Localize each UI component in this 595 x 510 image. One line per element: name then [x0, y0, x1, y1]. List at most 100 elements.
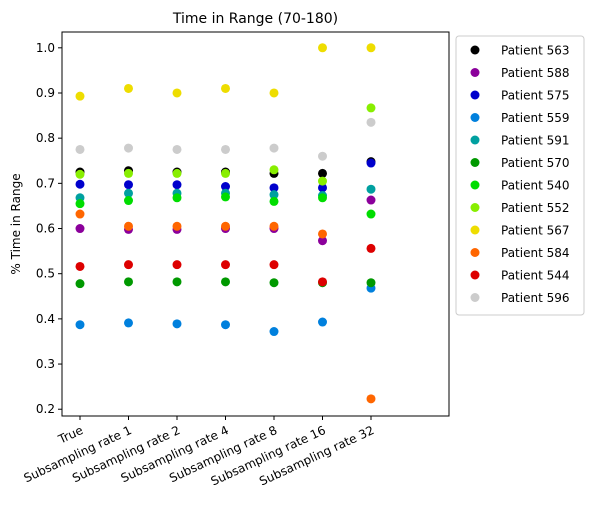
data-point: [124, 169, 133, 178]
data-point: [318, 169, 327, 178]
data-point: [76, 170, 85, 179]
data-point: [367, 210, 376, 219]
data-point: [124, 144, 133, 153]
legend-entry: Patient 588: [501, 66, 570, 80]
data-point: [173, 260, 182, 269]
y-tick-label: 0.4: [36, 312, 55, 326]
data-point: [318, 43, 327, 52]
legend-entry: Patient 544: [501, 269, 570, 283]
legend-entry: Patient 591: [501, 134, 570, 148]
y-tick-label: 0.9: [36, 86, 55, 100]
legend: Patient 563 Patient 588 Patient 575 Patient…: [456, 36, 584, 315]
legend-entry: Patient 570: [501, 156, 570, 170]
data-point: [76, 210, 85, 219]
legend-marker: [471, 68, 480, 77]
data-point: [270, 327, 279, 336]
data-point: [173, 277, 182, 286]
legend-marker: [471, 91, 480, 100]
y-axis-label: % Time in Range: [9, 173, 23, 274]
data-point: [76, 199, 85, 208]
data-point: [318, 193, 327, 202]
legend-marker: [471, 181, 480, 190]
chart-title: Time in Range (70-180): [172, 11, 338, 27]
data-point: [270, 144, 279, 153]
y-tick-label: 0.7: [36, 176, 55, 190]
data-point: [173, 88, 182, 97]
legend-entry: Patient 552: [501, 201, 570, 215]
data-point: [76, 320, 85, 329]
y-tick-label: 0.2: [36, 402, 55, 416]
data-point: [124, 196, 133, 205]
legend-entry: Patient 567: [501, 224, 570, 238]
legend-marker: [471, 248, 480, 257]
legend-marker: [471, 46, 480, 55]
data-point: [318, 318, 327, 327]
data-point: [270, 197, 279, 206]
legend-marker: [471, 226, 480, 235]
data-point: [221, 222, 230, 231]
data-point: [367, 278, 376, 287]
data-point: [221, 84, 230, 93]
data-point: [270, 88, 279, 97]
data-point: [173, 145, 182, 154]
data-point: [318, 177, 327, 186]
data-point: [173, 169, 182, 178]
y-tick-label: 0.5: [36, 267, 55, 281]
data-point: [221, 145, 230, 154]
legend-marker: [471, 293, 480, 302]
legend-marker: [471, 203, 480, 212]
legend-entry: Patient 563: [501, 44, 570, 58]
data-point: [173, 319, 182, 328]
legend-entry: Patient 540: [501, 179, 570, 193]
legend-entry: Patient 575: [501, 89, 570, 103]
legend-marker: [471, 136, 480, 145]
data-point: [270, 260, 279, 269]
data-point: [221, 320, 230, 329]
legend-marker: [471, 158, 480, 167]
data-point: [173, 222, 182, 231]
data-point: [270, 278, 279, 287]
data-point: [221, 277, 230, 286]
x-tick-label: True: [55, 423, 85, 447]
data-point: [270, 165, 279, 174]
legend-entry: Patient 584: [501, 246, 570, 260]
data-point: [221, 260, 230, 269]
data-point: [367, 43, 376, 52]
data-point: [124, 180, 133, 189]
data-point: [76, 279, 85, 288]
data-point: [124, 318, 133, 327]
data-point: [367, 159, 376, 168]
legend-entry: Patient 596: [501, 291, 570, 305]
data-point: [367, 103, 376, 112]
legend-entry: Patient 559: [501, 111, 570, 125]
data-point: [124, 222, 133, 231]
y-tick-label: 0.3: [36, 357, 55, 371]
legend-marker: [471, 113, 480, 122]
data-points: [76, 43, 376, 403]
data-point: [124, 84, 133, 93]
data-point: [367, 185, 376, 194]
data-point: [173, 193, 182, 202]
data-point: [221, 192, 230, 201]
plot-frame: [62, 32, 449, 416]
data-point: [76, 92, 85, 101]
data-point: [367, 196, 376, 205]
data-point: [318, 277, 327, 286]
data-point: [367, 118, 376, 127]
data-point: [221, 169, 230, 178]
data-point: [173, 180, 182, 189]
data-point: [76, 145, 85, 154]
data-point: [367, 394, 376, 403]
data-point: [124, 260, 133, 269]
y-tick-label: 0.8: [36, 131, 55, 145]
y-tick-label: 1.0: [36, 41, 55, 55]
data-point: [76, 262, 85, 271]
data-point: [318, 229, 327, 238]
legend-marker: [471, 271, 480, 280]
y-axis: 0.2 0.3 0.4 0.5 0.6 0.7 0.8 0.9 1.0: [36, 41, 62, 416]
data-point: [76, 224, 85, 233]
data-point: [367, 244, 376, 253]
y-tick-label: 0.6: [36, 222, 55, 236]
